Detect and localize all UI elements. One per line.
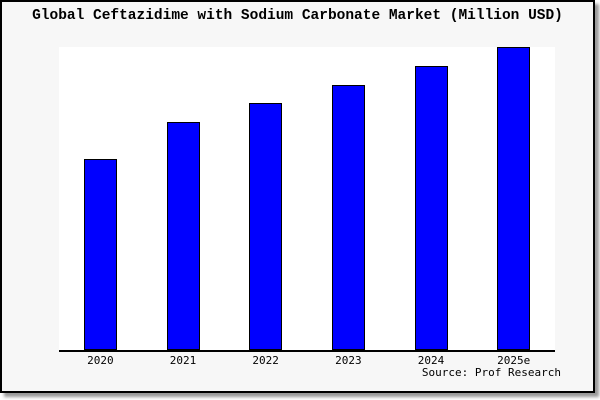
- bar-2024: [414, 65, 448, 350]
- chart-title: Global Ceftazidime with Sodium Carbonate…: [32, 8, 563, 24]
- x-axis-labels-row: 2020 2021 2022 2023 2024 2025e: [59, 354, 555, 367]
- x-tick-label-2025e: 2025e: [497, 354, 531, 367]
- bar-2023: [331, 84, 365, 350]
- bar-slot-2024: [390, 47, 473, 350]
- x-tick-label-2021: 2021: [169, 354, 197, 367]
- x-tick-label-2022: 2022: [252, 354, 279, 367]
- x-tick-label-2024: 2024: [417, 354, 445, 367]
- source-credit: Source: Prof Research: [421, 366, 561, 379]
- chart-frame: Global Ceftazidime with Sodium Carbonate…: [0, 0, 595, 393]
- bar-slot-2022: [224, 47, 307, 350]
- bar-2022: [249, 103, 283, 350]
- bar-slot-2020: [59, 47, 142, 350]
- bar-2021: [166, 121, 200, 350]
- plot-area: [59, 47, 555, 352]
- x-tick-label-2020: 2020: [87, 354, 114, 367]
- bar-2020: [83, 158, 117, 350]
- bar-slot-2025e: [472, 47, 555, 350]
- bar-2025e: [497, 47, 531, 350]
- bar-slot-2023: [307, 47, 390, 350]
- x-tick-label-2023: 2023: [335, 354, 362, 367]
- bar-slot-2021: [142, 47, 225, 350]
